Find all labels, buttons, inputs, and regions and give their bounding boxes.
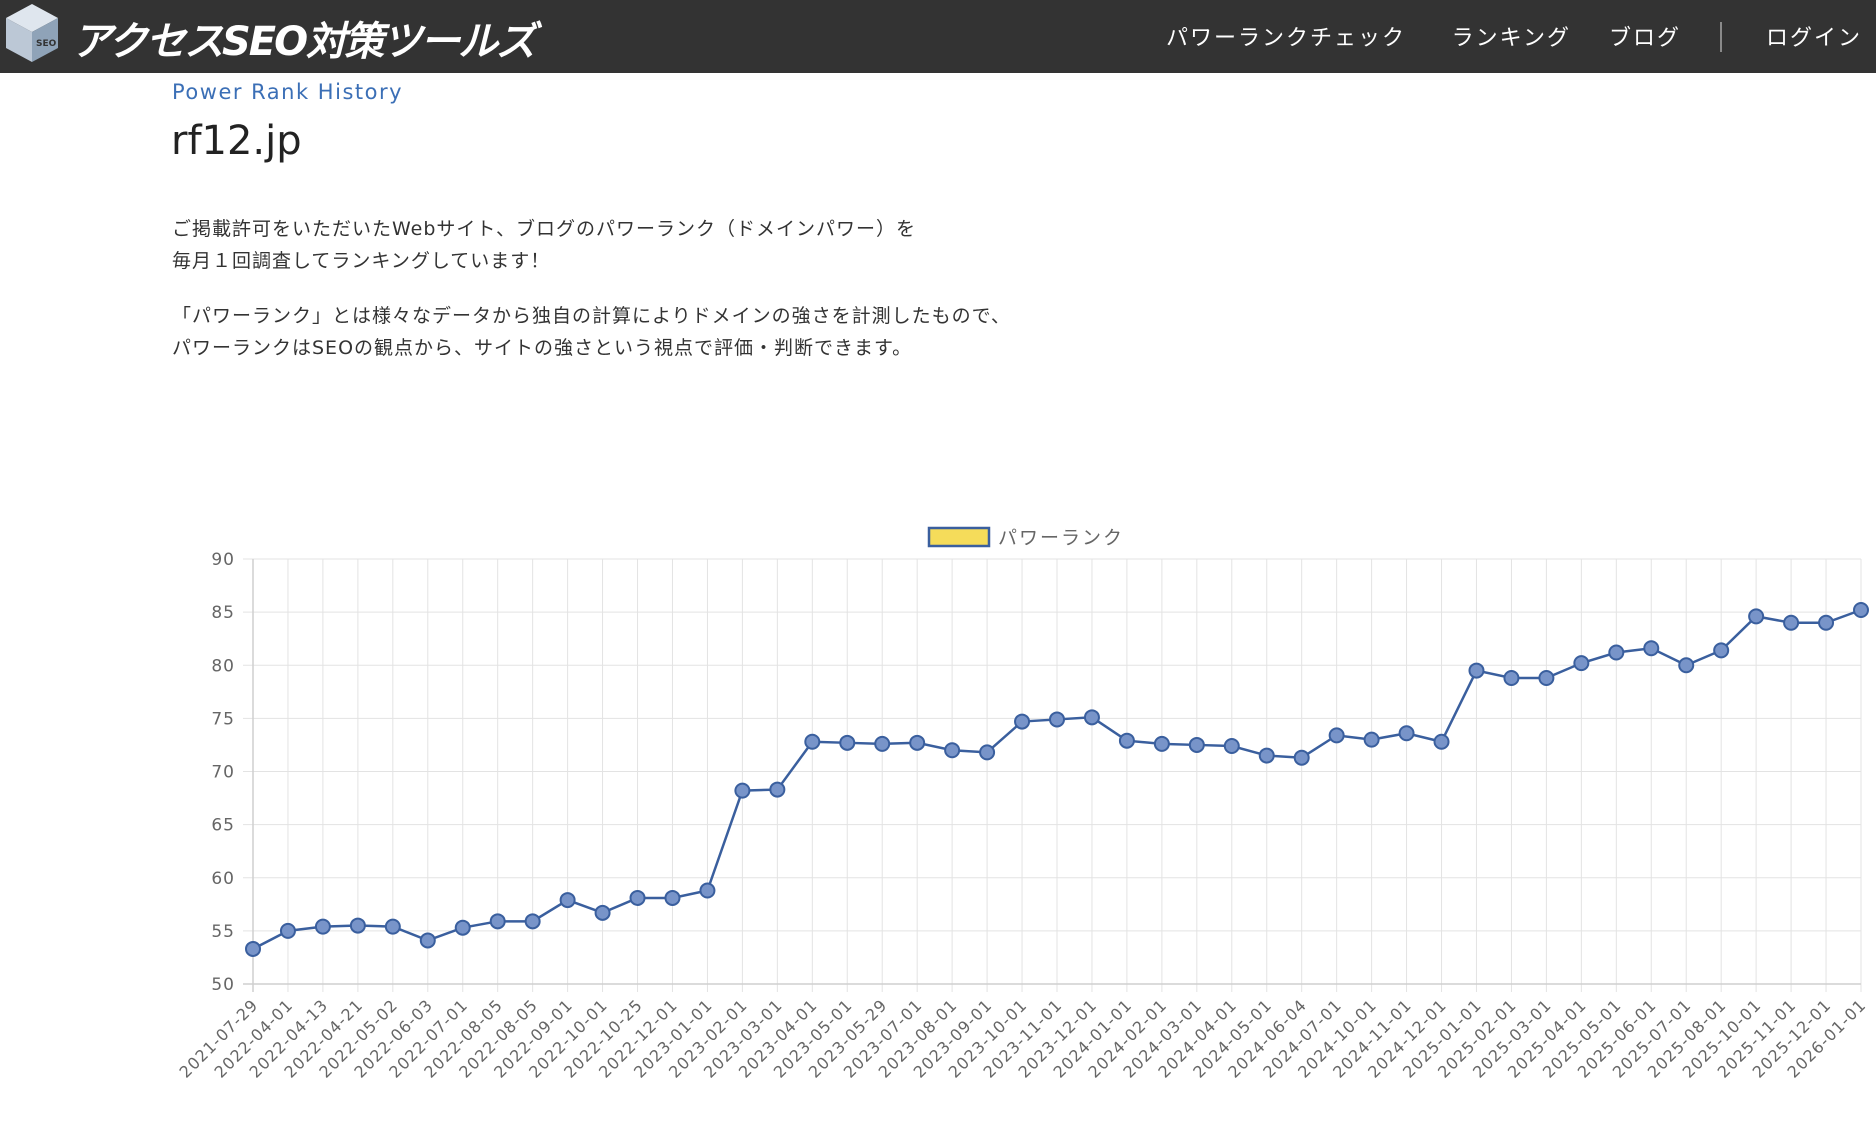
data-point[interactable] (1538, 670, 1555, 686)
data-point[interactable] (419, 932, 436, 949)
data-point[interactable] (629, 889, 646, 906)
data-point[interactable] (1748, 608, 1765, 625)
data-point[interactable] (1468, 662, 1485, 679)
data-point[interactable] (1503, 670, 1520, 686)
definition-line-2: パワーランクはSEOの観点から、サイトの強さという視点で評価・判断できます。 (172, 337, 913, 359)
page-subtitle: Power Rank History (172, 80, 404, 104)
y-tick-label: 65 (211, 816, 235, 836)
data-point[interactable] (699, 882, 716, 899)
data-point[interactable] (909, 734, 926, 751)
data-point[interactable] (454, 919, 471, 936)
data-point[interactable] (594, 904, 611, 921)
nav-ranking[interactable]: ランキング (1451, 26, 1571, 51)
data-point[interactable] (1153, 735, 1170, 752)
y-tick-label: 90 (211, 550, 235, 570)
y-tick-label: 50 (211, 975, 235, 995)
power-rank-chart: 50 55 60 65 70 75 80 85 90 2021-07-292022-04-012… (176, 526, 1870, 1082)
intro-line-1: ご掲載許可をいただいたWebサイト、ブログのパワーランク（ドメインパワー）を (172, 218, 917, 240)
definition-line-1: 「パワーランク」とは様々なデータから独自の計算によりドメインの強さを計測したもの… (172, 305, 1011, 327)
y-axis: 50 55 60 65 70 75 80 85 90 (211, 550, 254, 995)
data-point[interactable] (1433, 733, 1450, 750)
x-axis: 2021-07-292022-04-012022-04-132022-04-21… (176, 983, 1870, 1082)
page-title: rf12.jp (171, 118, 302, 164)
data-point[interactable] (1678, 657, 1695, 674)
data-point[interactable] (1083, 709, 1100, 726)
data-point[interactable] (524, 913, 541, 930)
data-point[interactable] (944, 742, 961, 759)
cube-logo-icon: SEO (6, 4, 58, 62)
data-point[interactable] (1713, 642, 1730, 659)
data-point[interactable] (1573, 655, 1590, 672)
y-tick-label: 75 (211, 709, 235, 729)
definition-paragraph: 「パワーランク」とは様々なデータから独自の計算によりドメインの強さを計測したもの… (172, 300, 1011, 364)
data-point[interactable] (979, 744, 996, 761)
data-point[interactable] (664, 889, 681, 906)
nav-blog[interactable]: ブログ (1608, 26, 1681, 51)
data-point[interactable] (1643, 640, 1660, 657)
legend-swatch[interactable] (927, 526, 991, 548)
data-point[interactable] (245, 940, 261, 957)
data-point[interactable] (839, 734, 856, 751)
data-point[interactable] (489, 913, 506, 930)
logo-text[interactable]: アクセスSEO対策ツールズ (72, 19, 536, 65)
data-point[interactable] (1363, 731, 1380, 748)
data-point[interactable] (314, 918, 331, 935)
site-logo[interactable]: SEO (0, 0, 72, 73)
intro-line-2: 毎月１回調査してランキングしています！ (172, 250, 551, 272)
intro-paragraph: ご掲載許可をいただいたWebサイト、ブログのパワーランク（ドメインパワー）を 毎… (172, 213, 916, 277)
y-tick-label: 60 (211, 869, 235, 889)
data-point[interactable] (1014, 713, 1031, 730)
data-point[interactable] (1328, 727, 1345, 744)
chart-grid (243, 558, 1862, 992)
logo-badge: SEO (36, 39, 57, 49)
y-tick-label: 85 (211, 603, 235, 623)
chart-series (245, 602, 1869, 957)
data-point[interactable] (279, 922, 296, 939)
data-point[interactable] (1818, 614, 1835, 631)
y-tick-label: 70 (211, 763, 235, 783)
data-point[interactable] (384, 918, 401, 935)
nav-login[interactable]: ログイン (1765, 26, 1862, 51)
data-point[interactable] (1188, 736, 1205, 753)
data-point[interactable] (559, 892, 576, 909)
nav-divider (1720, 22, 1722, 52)
data-point[interactable] (1258, 747, 1275, 764)
data-point[interactable] (769, 781, 786, 798)
y-tick-label: 55 (211, 922, 235, 942)
data-point[interactable] (1049, 711, 1065, 728)
data-point[interactable] (1853, 602, 1869, 618)
data-point[interactable] (349, 917, 366, 934)
nav-power-rank-check[interactable]: パワーランクチェック (1165, 26, 1406, 51)
legend-label[interactable]: パワーランク (998, 527, 1124, 549)
data-point[interactable] (1608, 644, 1625, 661)
chart-legend[interactable]: パワーランク (927, 526, 1124, 549)
data-point[interactable] (874, 735, 891, 752)
data-point[interactable] (1783, 614, 1800, 631)
data-point[interactable] (1223, 738, 1240, 754)
data-point[interactable] (734, 782, 751, 799)
data-point[interactable] (1118, 732, 1135, 749)
site-header: SEO アクセスSEO対策ツールズ パワーランクチェック ランキング ブログ ロ… (0, 0, 1876, 73)
data-point[interactable] (1293, 749, 1310, 766)
data-point[interactable] (1398, 725, 1415, 742)
data-point[interactable] (804, 733, 821, 750)
y-tick-label: 80 (211, 656, 235, 676)
